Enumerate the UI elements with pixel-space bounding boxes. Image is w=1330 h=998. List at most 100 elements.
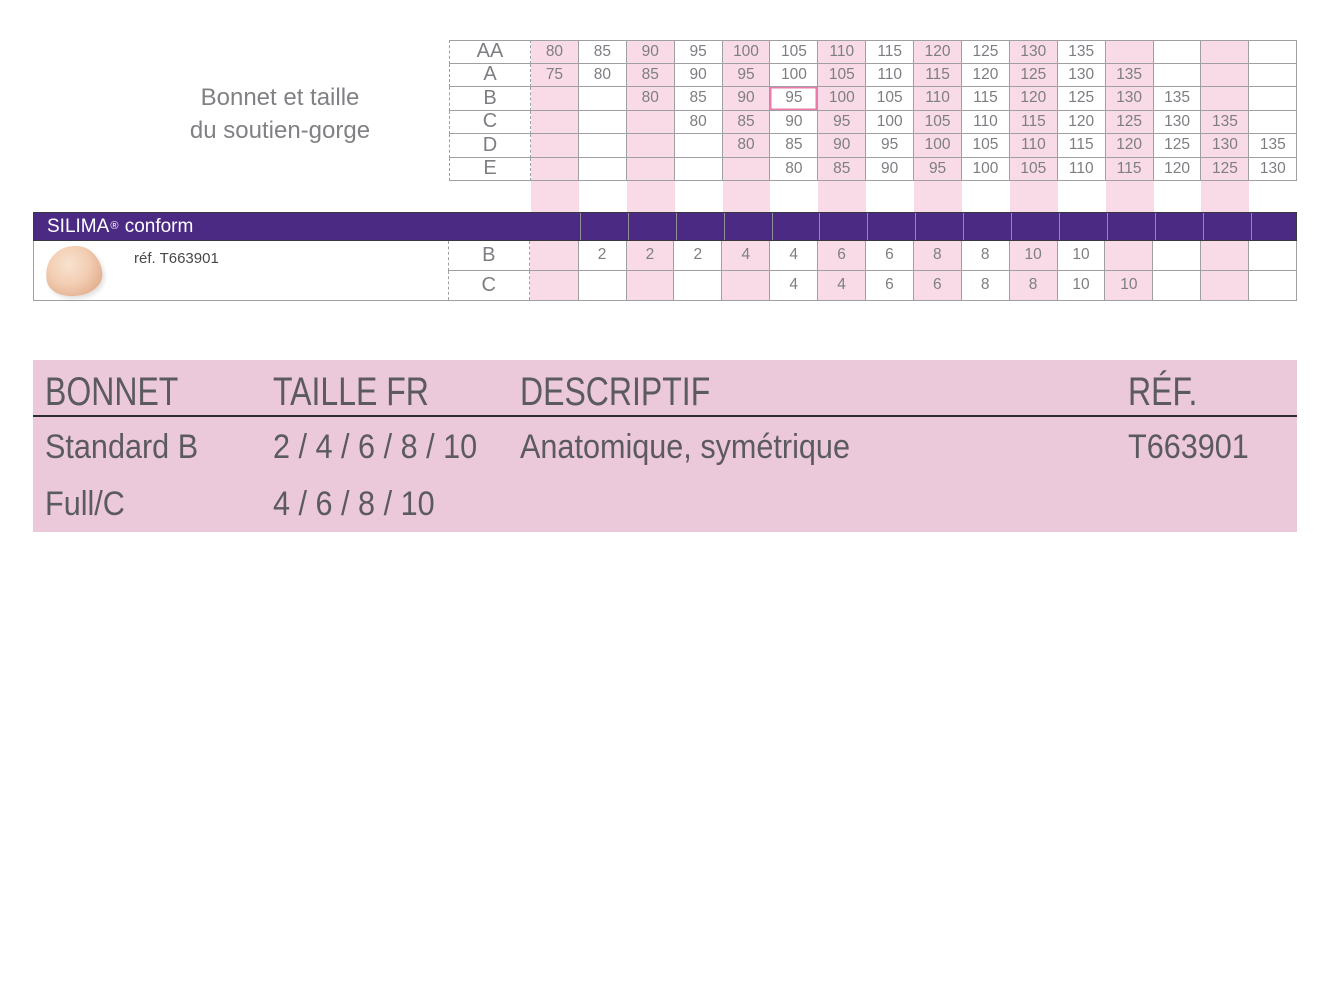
product-size-cell: 6 [817,241,865,271]
grid-cell: 125 [1105,110,1154,134]
band-divider [723,213,725,240]
band-divider [1106,213,1108,240]
grid-cell: 100 [962,157,1010,181]
grid-cell [578,110,627,134]
grid-cell: 105 [1009,157,1058,181]
grid-cell: 110 [962,110,1010,134]
grid-cell: 110 [866,63,915,87]
product-size-cell: 4 [769,270,817,300]
grid-cell [1105,40,1154,64]
band-divider [627,213,629,240]
band-divider [1154,213,1156,240]
grid-cell: 115 [1105,157,1154,181]
grid-cell: 120 [962,63,1010,87]
grid-cell [674,134,723,158]
grid-cell [626,110,675,134]
grid-cell: 105 [770,40,819,64]
band-divider [771,213,773,240]
grid-cell: 90 [722,87,771,111]
grid-cell: 115 [866,40,915,64]
spec-table: BONNET TAILLE FR DESCRIPTIF RÉF. Standar… [33,360,1297,532]
product-reference: réf. T663901 [134,250,219,267]
product-size-cell [1200,270,1249,300]
column-stripes [531,181,1297,212]
spec-row-taille: 4 / 6 / 8 / 10 [273,485,435,523]
grid-cell: 105 [962,134,1010,158]
grid-cell: 125 [1153,134,1202,158]
column-stripe [579,181,627,212]
product-size-cell [1104,241,1153,271]
product-size-cell: 10 [1056,241,1105,271]
product-size-cell: 4 [769,241,818,271]
band-divider [1202,213,1204,240]
grid-cell: 95 [866,134,915,158]
grid-cell [531,157,579,181]
grid-row-label-C: C [449,110,531,134]
grid-cell: 115 [962,87,1010,111]
grid-cell [1201,63,1250,87]
product-info-cell: réf. T663901 [34,241,448,300]
spec-row-descriptif: Anatomique, symétrique [520,428,850,466]
band-divider [1058,213,1060,240]
grid-row-label-E: E [449,157,531,181]
bra-size-grid: AA 80 85 90 95 100 105 110 115 120 125 130 135 A 75 80 8… [449,40,1298,181]
product-size-cell [1152,241,1201,271]
product-size-cell: 2 [577,241,626,271]
column-stripe [722,181,771,212]
band-divider [867,213,869,240]
grid-cell [531,110,579,134]
band-divider [963,213,965,240]
grid-cell [1201,40,1250,64]
grid-cell: 85 [770,134,819,158]
caption-line2: du soutien-gorge [189,117,371,144]
grid-cell: 110 [1009,134,1058,158]
brand-title: SILIMA ® conform [47,213,193,240]
grid-cell: 130 [1057,63,1106,87]
column-stripe [1154,181,1202,212]
product-size-cell [673,270,721,300]
column-stripe [962,181,1010,212]
product-size-cell [625,270,674,300]
column-stripe [1009,181,1058,212]
grid-cell: 135 [1105,63,1154,87]
product-size-cell: 4 [721,241,770,271]
column-stripe [1249,181,1297,212]
grid-cell [531,134,579,158]
grid-cell: 80 [770,157,819,181]
product-size-cell [529,270,578,300]
grid-cell: 130 [1201,134,1250,158]
grid-cell [578,157,627,181]
column-stripe [531,181,579,212]
grid-cell: 125 [962,40,1010,64]
band-divider [819,213,821,240]
grid-cell: 110 [914,87,963,111]
breast-prosthesis-image [43,243,105,299]
grid-cell: 105 [866,87,915,111]
grid-cell: 105 [818,63,867,87]
grid-cell: 120 [1153,157,1202,181]
spec-header-taille-fr: TAILLE FR [273,370,429,414]
spec-header-descriptif: DESCRIPTIF [520,370,711,414]
grid-cell: 95 [770,87,819,111]
product-size-cell: 10 [1104,270,1153,300]
grid-row-label-A: A [449,63,531,87]
column-stripe [866,181,914,212]
grid-cell [578,134,627,158]
grid-cell [626,157,675,181]
product-size-cell [529,241,578,271]
brand-band: SILIMA ® conform [33,212,1297,241]
grid-cell: 80 [722,134,771,158]
grid-cell: 100 [770,63,819,87]
spec-row-ref: T663901 [1128,428,1249,466]
column-stripe [1058,181,1106,212]
grid-cell: 125 [1201,157,1250,181]
grid-cell [578,87,627,111]
caption-line1: Bonnet et taille [200,84,360,111]
product-size-cell: 8 [1008,270,1057,300]
grid-row-label-D: D [449,134,531,158]
product-size-cell: 8 [960,270,1009,300]
grid-cell: 95 [914,157,963,181]
grid-cell: 125 [1009,63,1058,87]
product-row: réf. T663901 B 2 2 2 4 4 6 6 8 8 10 10 C 4 4 6 6 8 8 10 10 [33,241,1297,301]
product-row-label-B: B [447,241,530,271]
